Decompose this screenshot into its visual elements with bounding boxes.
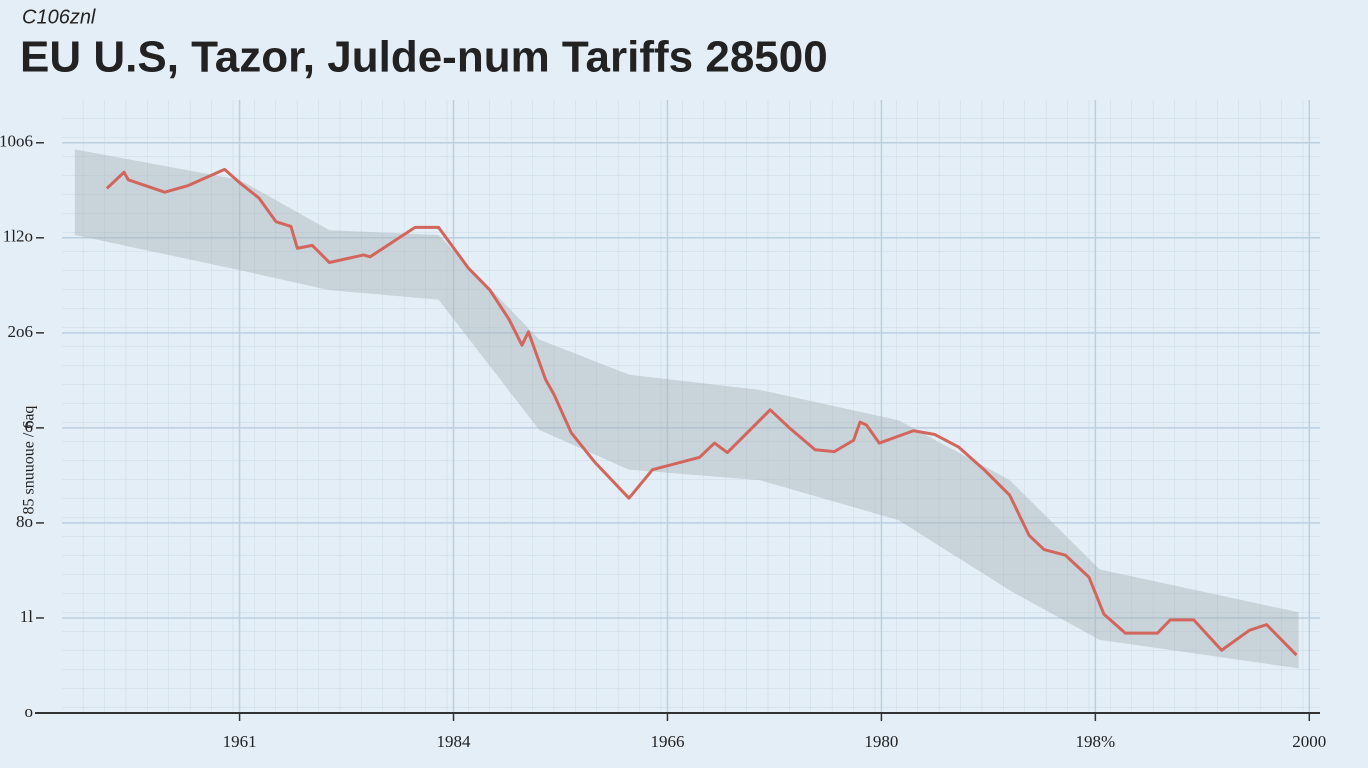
chart-title: EU U.S, Tazor, Julde-num Tariffs 28500 [20, 33, 828, 82]
y-tick-label: 8o [16, 512, 33, 531]
y-tick-label: 2o6 [8, 322, 34, 341]
x-tick-label: 1980 [864, 732, 898, 751]
y-tick-label: 1l [20, 607, 34, 626]
x-tick-label: 1961 [223, 732, 257, 751]
y-tick-label: 10o6 [0, 132, 33, 151]
x-tick-label: 1966 [650, 732, 684, 751]
x-tick-label: 1984 [437, 732, 472, 751]
x-tick-label: 198% [1076, 732, 1116, 751]
y-axis-label: 85 snuuoue / 6aq [21, 406, 38, 515]
data-line [105, 167, 1298, 657]
y-tick-label: o [25, 702, 34, 721]
y-tick-label: 6 [25, 417, 34, 436]
minor-grid [62, 100, 1320, 713]
x-tick-label: 2000 [1292, 732, 1326, 751]
y-tick-label: 1l2o [3, 227, 33, 246]
chart-subtitle: C106znl [22, 6, 96, 28]
range-band [74, 149, 1299, 669]
